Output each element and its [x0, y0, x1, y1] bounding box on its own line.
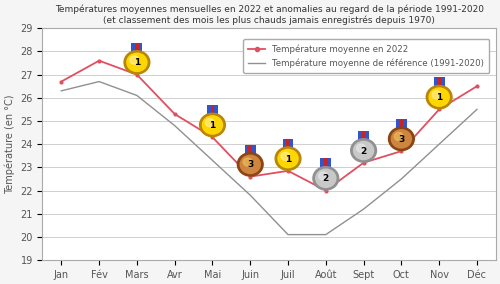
- Ellipse shape: [316, 169, 336, 187]
- Text: 1: 1: [134, 59, 140, 67]
- Y-axis label: Température (en °C): Température (en °C): [4, 94, 14, 194]
- Bar: [132, 43, 135, 53]
- Ellipse shape: [281, 152, 290, 160]
- Bar: [358, 131, 362, 141]
- Bar: [252, 145, 256, 154]
- Ellipse shape: [238, 153, 263, 176]
- Bar: [135, 43, 138, 53]
- Ellipse shape: [243, 158, 252, 166]
- Bar: [286, 139, 290, 149]
- Ellipse shape: [200, 113, 226, 137]
- Bar: [403, 119, 407, 129]
- Ellipse shape: [318, 172, 328, 180]
- Bar: [138, 43, 142, 53]
- Bar: [400, 119, 403, 129]
- Bar: [366, 131, 369, 141]
- Ellipse shape: [429, 88, 449, 106]
- Ellipse shape: [206, 118, 214, 127]
- Bar: [328, 158, 331, 168]
- Ellipse shape: [275, 147, 301, 170]
- Text: 1: 1: [210, 121, 216, 130]
- Ellipse shape: [202, 116, 222, 134]
- Ellipse shape: [426, 85, 452, 109]
- Bar: [290, 139, 294, 149]
- Ellipse shape: [356, 144, 366, 152]
- Bar: [214, 105, 218, 115]
- Bar: [248, 145, 252, 154]
- Ellipse shape: [130, 56, 139, 64]
- Bar: [362, 131, 366, 141]
- Legend: Température moyenne en 2022, Température moyenne de référence (1991-2020): Température moyenne en 2022, Température…: [243, 39, 490, 73]
- Bar: [282, 139, 286, 149]
- Ellipse shape: [388, 127, 414, 151]
- Ellipse shape: [124, 51, 150, 74]
- Text: 2: 2: [322, 174, 329, 183]
- Text: 1: 1: [436, 93, 442, 102]
- Ellipse shape: [392, 130, 411, 148]
- Title: Températures moyennes mensuelles en 2022 et anomalies au regard de la période 19: Températures moyennes mensuelles en 2022…: [54, 4, 484, 25]
- Ellipse shape: [432, 91, 441, 99]
- Bar: [438, 77, 441, 87]
- Ellipse shape: [240, 155, 260, 174]
- Ellipse shape: [278, 149, 298, 168]
- Bar: [434, 77, 438, 87]
- Text: 3: 3: [247, 160, 254, 170]
- Bar: [320, 158, 324, 168]
- Ellipse shape: [127, 53, 147, 72]
- Text: 1: 1: [285, 155, 291, 164]
- Ellipse shape: [394, 132, 404, 141]
- Bar: [396, 119, 400, 129]
- Bar: [324, 158, 328, 168]
- Ellipse shape: [354, 141, 374, 160]
- Bar: [245, 145, 248, 154]
- Text: 3: 3: [398, 135, 404, 144]
- Bar: [210, 105, 214, 115]
- Ellipse shape: [350, 139, 376, 162]
- Text: 2: 2: [360, 147, 366, 156]
- Bar: [207, 105, 210, 115]
- Bar: [441, 77, 444, 87]
- Ellipse shape: [313, 167, 338, 190]
